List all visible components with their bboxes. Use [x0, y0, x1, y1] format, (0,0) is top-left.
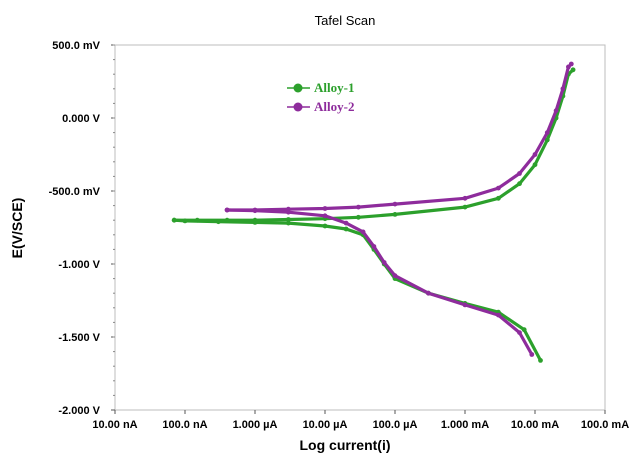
data-point [462, 302, 468, 308]
series-line-cathodic [225, 208, 534, 357]
x-axis: 10.00 nA 100.0 nA 1.000 µA 10.00 µA 100.0 µA… [92, 410, 629, 431]
y-tick-label: -2.000 V [58, 405, 100, 417]
data-point [532, 162, 538, 168]
x-tick-label: 100.0 µA [373, 419, 418, 431]
data-point [544, 130, 550, 136]
legend-marker-alloy-1 [293, 83, 303, 93]
legend: Alloy-1 Alloy-2 [287, 80, 354, 114]
legend-label-alloy-2: Alloy-2 [314, 99, 354, 114]
data-point [322, 206, 328, 211]
y-axis: 500.0 mV 0.000 V -500.0 mV -1.000 V -1.500 V… [49, 40, 115, 417]
data-point [532, 152, 538, 157]
data-point [216, 219, 221, 225]
data-point [252, 208, 258, 214]
data-point [171, 217, 177, 223]
data-point [252, 220, 258, 225]
y-axis-label: E(V/SCE) [9, 198, 25, 259]
y-tick-label: -1.000 V [58, 259, 100, 271]
data-point [356, 214, 361, 220]
data-point [496, 185, 501, 191]
data-point [426, 290, 431, 296]
y-tick-label: 0.000 V [62, 113, 101, 125]
data-point [496, 195, 501, 201]
x-tick-label: 100.0 nA [162, 419, 207, 431]
plot-area [114, 44, 606, 411]
series-line-cathodic [172, 218, 543, 362]
data-point [286, 217, 291, 222]
data-point [224, 207, 230, 213]
data-point [521, 327, 527, 333]
data-point [392, 212, 398, 217]
legend-marker-alloy-2 [293, 102, 303, 112]
data-point [568, 61, 574, 67]
y-tick-label: -500.0 mV [49, 186, 101, 198]
data-point [286, 209, 291, 215]
data-point [544, 137, 550, 143]
x-tick-label: 1.000 µA [233, 419, 278, 431]
data-point [566, 64, 571, 70]
x-axis-label: Log current(i) [300, 437, 391, 453]
series-line-anodic [172, 68, 575, 222]
data-point [553, 108, 559, 114]
data-point [538, 358, 543, 363]
data-point [392, 273, 398, 279]
x-tick-label: 10.00 µA [303, 419, 348, 431]
series-line-anodic [225, 62, 573, 212]
data-point [517, 181, 522, 187]
x-tick-label: 100.0 mA [581, 419, 629, 431]
x-tick-label: 10.00 nA [92, 419, 137, 431]
data-point [343, 226, 349, 232]
x-tick-label: 10.00 mA [511, 419, 559, 431]
data-point [286, 220, 291, 226]
data-point [392, 201, 398, 207]
data-point [462, 204, 468, 210]
data-point [322, 213, 328, 219]
x-tick-label: 1.000 mA [441, 419, 489, 431]
data-point [570, 67, 576, 73]
y-tick-label: -1.500 V [58, 332, 100, 344]
y-tick-label: 500.0 mV [52, 40, 100, 52]
data-point [560, 86, 566, 92]
series-alloy-1 [171, 67, 576, 363]
data-point [529, 352, 535, 357]
data-point [356, 204, 361, 210]
series-alloy-2 [224, 61, 574, 357]
chart-title: Tafel Scan [315, 13, 376, 28]
data-point [322, 223, 328, 229]
data-point [462, 195, 468, 201]
data-point [496, 312, 501, 318]
data-point [360, 229, 366, 235]
legend-label-alloy-1: Alloy-1 [314, 80, 354, 95]
data-point [517, 330, 522, 335]
data-point [381, 260, 387, 265]
data-point [517, 171, 522, 176]
data-point [371, 244, 377, 249]
data-point [182, 218, 188, 224]
series-layer [171, 61, 576, 363]
data-point [343, 220, 349, 226]
